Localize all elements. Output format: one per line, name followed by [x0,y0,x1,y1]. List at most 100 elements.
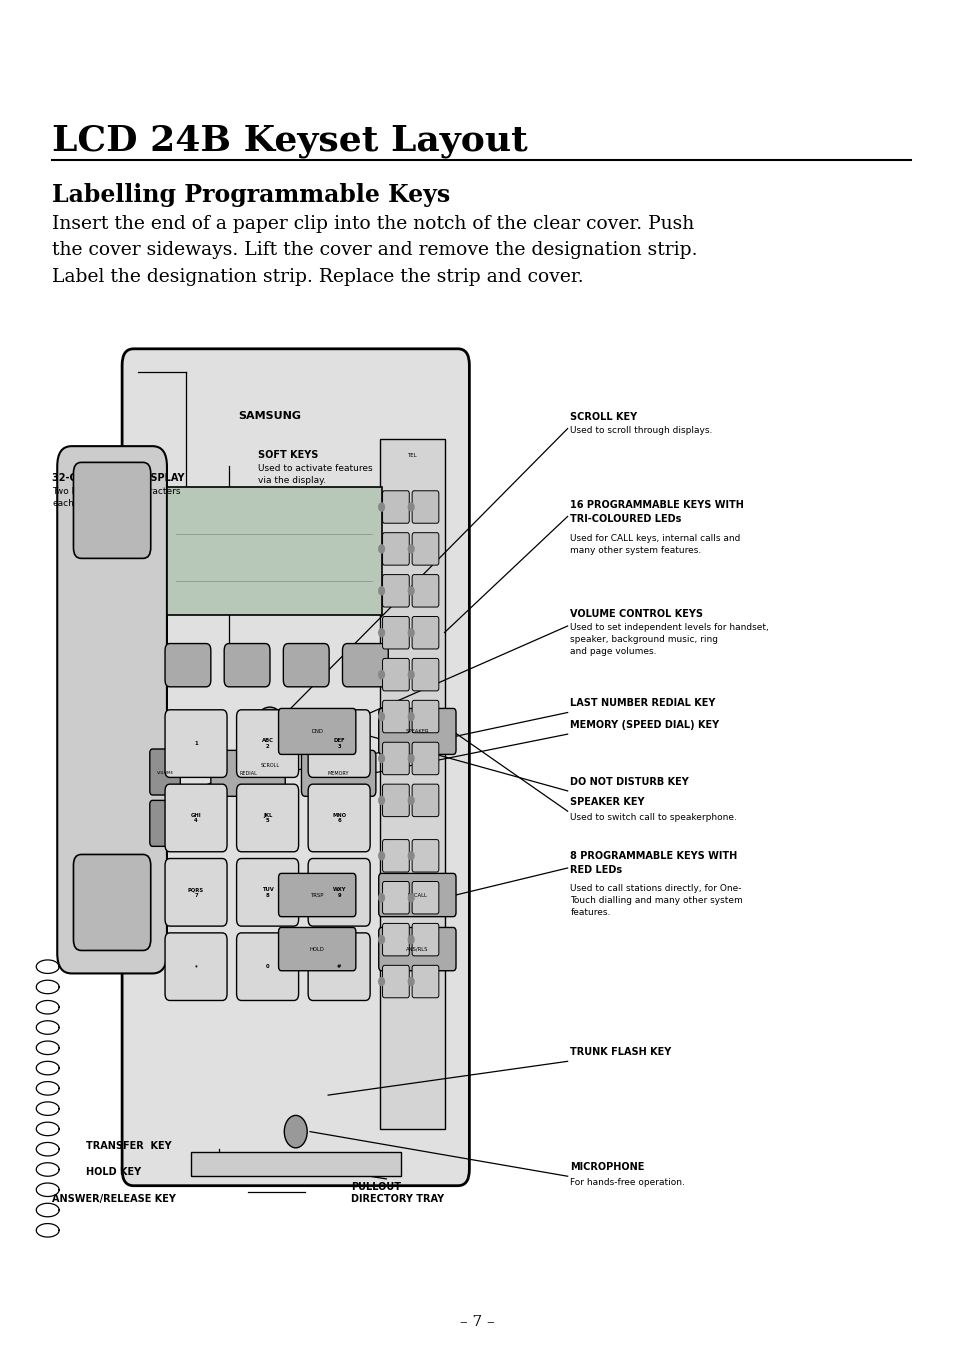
Text: REDIAL: REDIAL [239,771,256,776]
Text: Insert the end of a paper clip into the notch of the clear cover. Push
the cover: Insert the end of a paper clip into the … [52,215,698,285]
Text: VOLUME: VOLUME [156,772,173,775]
Circle shape [378,629,384,637]
Text: – 7 –: – 7 – [459,1315,494,1329]
Circle shape [378,503,384,511]
Circle shape [408,754,414,763]
FancyBboxPatch shape [165,784,227,852]
Text: MEMORY: MEMORY [328,771,349,776]
Text: SAMSUNG: SAMSUNG [238,411,301,422]
Text: TRSP: TRSP [310,892,324,898]
Text: #: # [336,964,341,969]
FancyBboxPatch shape [73,462,151,558]
Text: HOLD: HOLD [310,946,324,952]
Circle shape [408,629,414,637]
FancyBboxPatch shape [150,749,180,795]
Text: TRUNK FLASH KEY: TRUNK FLASH KEY [570,1048,671,1057]
Circle shape [378,977,384,986]
FancyBboxPatch shape [308,784,370,852]
Text: DEF
3: DEF 3 [333,738,345,749]
FancyBboxPatch shape [382,533,409,565]
Circle shape [408,894,414,902]
FancyBboxPatch shape [382,575,409,607]
FancyBboxPatch shape [122,349,469,1186]
Text: LCD 24B Keyset Layout: LCD 24B Keyset Layout [52,124,528,158]
Text: 32-CHARACTER DISPLAY: 32-CHARACTER DISPLAY [52,473,185,483]
Circle shape [378,852,384,860]
FancyBboxPatch shape [412,840,438,872]
FancyBboxPatch shape [382,840,409,872]
Text: ABC
2: ABC 2 [261,738,274,749]
FancyBboxPatch shape [301,750,375,796]
Circle shape [378,545,384,553]
FancyBboxPatch shape [378,927,456,971]
FancyBboxPatch shape [412,575,438,607]
Text: 1: 1 [194,741,197,746]
Text: ANSWER/RELEASE KEY: ANSWER/RELEASE KEY [52,1194,176,1205]
FancyBboxPatch shape [412,882,438,914]
Text: TEL: TEL [407,453,416,458]
Circle shape [408,587,414,595]
FancyBboxPatch shape [412,617,438,649]
Text: For hands-free operation.: For hands-free operation. [570,1178,684,1187]
Circle shape [253,707,287,756]
FancyBboxPatch shape [308,859,370,926]
Text: 16 PROGRAMMABLE KEYS WITH: 16 PROGRAMMABLE KEYS WITH [570,500,743,510]
Text: Used to call stations directly, for One-
Touch dialling and many other system
fe: Used to call stations directly, for One-… [570,884,742,917]
Text: 8 PROGRAMMABLE KEYS WITH: 8 PROGRAMMABLE KEYS WITH [570,852,737,861]
Text: Two lines with 16 characters
each.: Two lines with 16 characters each. [52,487,181,507]
Text: ANS/RLS: ANS/RLS [406,946,428,952]
Circle shape [408,977,414,986]
Text: SCROLL KEY: SCROLL KEY [570,412,637,422]
Bar [191,1152,400,1176]
FancyBboxPatch shape [165,644,211,687]
FancyBboxPatch shape [165,859,227,926]
FancyBboxPatch shape [342,644,388,687]
Text: DO NOT DISTURB KEY: DO NOT DISTURB KEY [570,777,688,787]
Text: Used to set independent levels for handset,
speaker, background music, ring
and : Used to set independent levels for hands… [570,623,768,656]
Text: SCROLL: SCROLL [260,763,279,768]
Text: MEMORY (SPEED DIAL) KEY: MEMORY (SPEED DIAL) KEY [570,721,719,730]
Text: PULLOUT
DIRECTORY TRAY: PULLOUT DIRECTORY TRAY [351,1182,444,1205]
FancyBboxPatch shape [382,965,409,998]
Text: MNO
6: MNO 6 [332,813,346,823]
FancyBboxPatch shape [73,854,151,950]
Text: Labelling Programmable Keys: Labelling Programmable Keys [52,183,450,207]
Text: Used to switch call to speakerphone.: Used to switch call to speakerphone. [570,813,737,822]
Circle shape [378,713,384,721]
Bar [379,439,444,1129]
FancyBboxPatch shape [382,923,409,956]
Circle shape [378,894,384,902]
Circle shape [408,545,414,553]
FancyBboxPatch shape [382,617,409,649]
FancyBboxPatch shape [278,927,355,971]
Text: *: * [194,964,197,969]
Text: VOLUME CONTROL KEYS: VOLUME CONTROL KEYS [570,610,702,619]
FancyBboxPatch shape [308,710,370,777]
Text: TRI-COLOURED LEDs: TRI-COLOURED LEDs [570,514,681,523]
Text: 0: 0 [266,964,269,969]
Circle shape [408,936,414,944]
Text: DND: DND [311,729,323,734]
FancyBboxPatch shape [236,710,298,777]
Text: JKL
5: JKL 5 [263,813,272,823]
Text: SPEAKER: SPEAKER [405,729,429,734]
FancyBboxPatch shape [382,882,409,914]
Text: RED LEDs: RED LEDs [570,865,622,875]
FancyBboxPatch shape [165,710,227,777]
Circle shape [408,713,414,721]
FancyBboxPatch shape [412,923,438,956]
Circle shape [378,754,384,763]
FancyBboxPatch shape [278,708,355,754]
FancyBboxPatch shape [382,491,409,523]
FancyBboxPatch shape [150,800,180,846]
Bar [167,487,381,615]
FancyBboxPatch shape [412,965,438,998]
FancyBboxPatch shape [412,491,438,523]
Text: PQRS
7: PQRS 7 [188,887,204,898]
FancyBboxPatch shape [412,700,438,733]
FancyBboxPatch shape [283,644,329,687]
Text: MICROPHONE: MICROPHONE [570,1163,644,1172]
Circle shape [284,1115,307,1148]
FancyBboxPatch shape [165,933,227,1000]
FancyBboxPatch shape [308,933,370,1000]
